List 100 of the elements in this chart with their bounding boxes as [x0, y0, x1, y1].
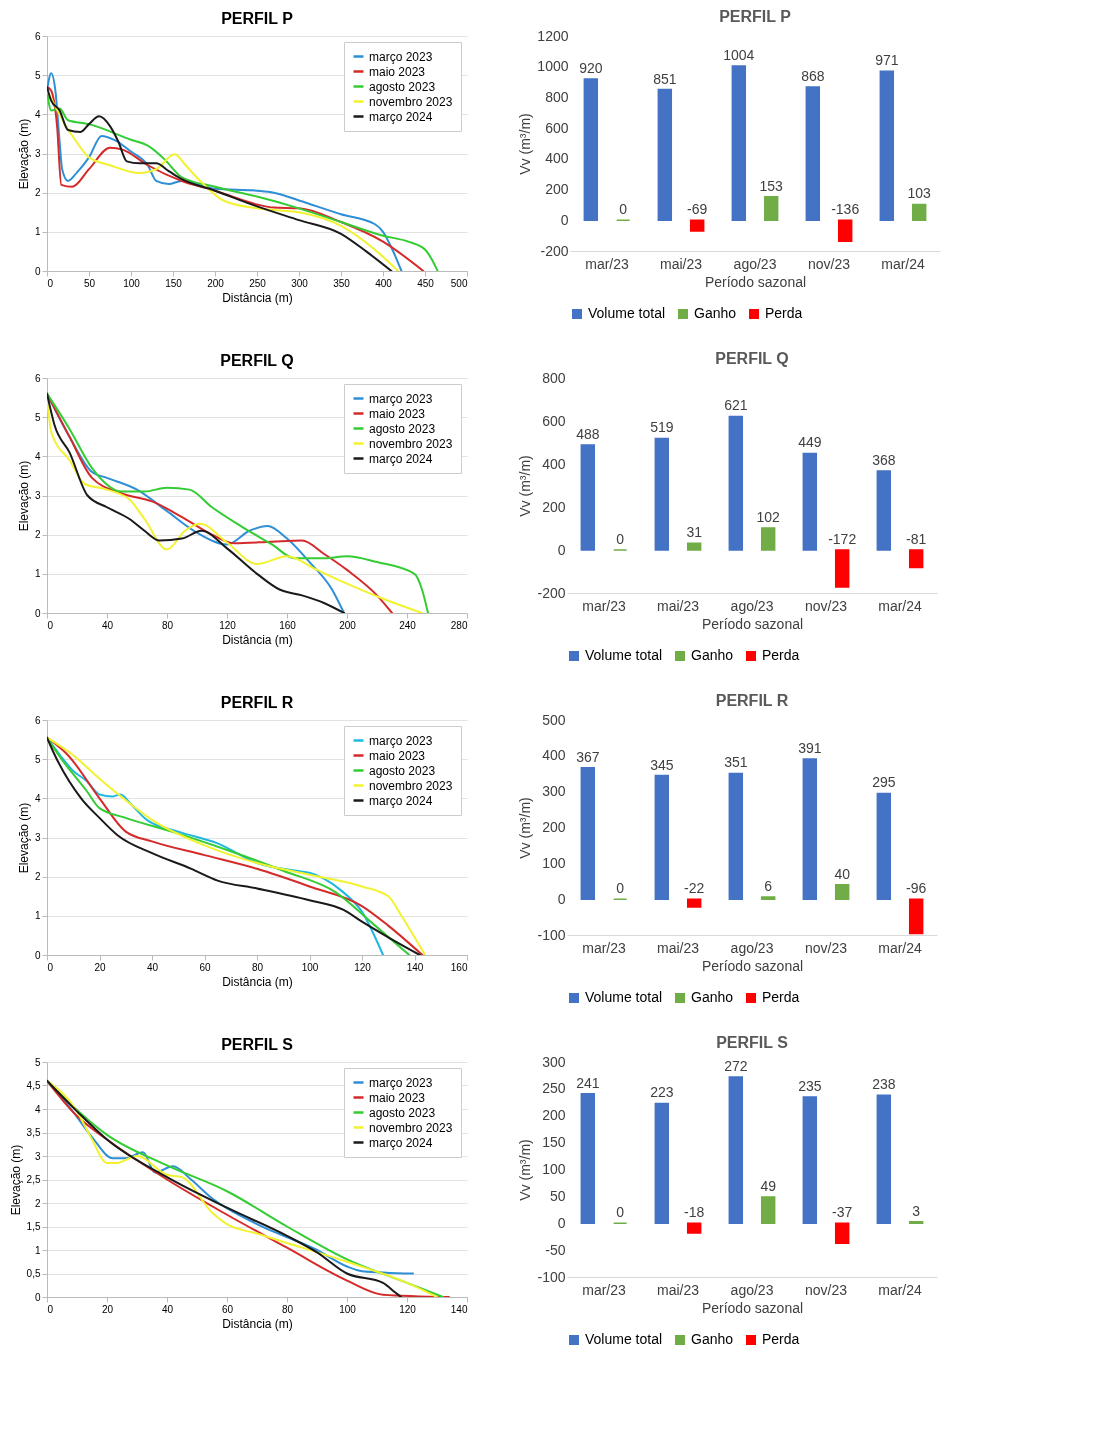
x-axis-title: Período sazonal [701, 615, 804, 632]
y-tick-label: 400 [545, 150, 569, 167]
bar [834, 884, 850, 900]
bar [876, 470, 892, 551]
legend-label: maio 2023 [369, 64, 426, 79]
data-label: 920 [579, 60, 603, 76]
data-label: 235 [798, 1077, 822, 1094]
legend-label: novembro 2023 [369, 436, 453, 451]
y-tick-label: 5 [34, 1056, 41, 1068]
x-tick-label: 40 [146, 961, 159, 973]
x-tick-label: mar/23 [585, 255, 629, 272]
y-tick-label: 200 [545, 181, 569, 198]
x-tick-label: 20 [101, 1303, 114, 1315]
y-tick-label: -100 [537, 1268, 566, 1285]
y-tick-label: 2 [34, 871, 41, 883]
x-tick-label: 60 [221, 1303, 234, 1315]
x-tick-label: mar/23 [582, 597, 626, 614]
legend-label: Volume total [588, 305, 666, 321]
x-axis-title: Distância (m) [222, 632, 293, 647]
y-tick-label: 0,5 [26, 1268, 41, 1279]
bar [834, 1222, 850, 1244]
x-tick-label: ago/23 [733, 255, 777, 272]
bar [731, 65, 747, 222]
data-label: 0 [619, 201, 628, 218]
x-tick-label: 60 [199, 961, 211, 973]
y-axis-title: Vv (m³/m) [517, 455, 534, 517]
bar [908, 898, 924, 935]
data-label: -81 [906, 531, 927, 547]
x-axis-title: Período sazonal [701, 1299, 804, 1316]
bar [879, 70, 895, 222]
x-tick-label: 0 [47, 619, 54, 631]
y-axis-title: Elevação (m) [16, 118, 31, 190]
bar [654, 437, 670, 551]
y-tick-label: -200 [537, 584, 566, 601]
y-tick-label: 200 [542, 1107, 566, 1124]
legend-label: novembro 2023 [369, 1120, 453, 1135]
x-tick-label: mai/23 [656, 1281, 700, 1298]
x-tick-label: mar/24 [878, 939, 922, 956]
y-tick-label: 400 [542, 455, 566, 472]
x-tick-label: 140 [406, 961, 424, 973]
y-tick-label: 50 [549, 1187, 566, 1204]
y-tick-label: 6 [34, 372, 41, 384]
legend-label: maio 2023 [369, 1090, 426, 1105]
bar [728, 772, 744, 900]
legend-label: maio 2023 [369, 748, 426, 763]
data-label: 391 [798, 740, 822, 757]
x-tick-label: 160 [279, 619, 297, 631]
legend-label: março 2024 [369, 109, 433, 124]
data-label: 241 [576, 1074, 600, 1091]
legend-label: Ganho [694, 305, 737, 321]
data-label: 6 [764, 878, 773, 895]
y-tick-label: 150 [542, 1134, 566, 1151]
x-tick-label: 200 [207, 277, 225, 289]
chart-title: PERFIL R [220, 694, 294, 711]
legend-label: Perda [762, 989, 800, 1005]
data-label: 449 [798, 434, 822, 451]
x-axis-title: Distância (m) [222, 290, 293, 305]
data-label: 351 [724, 754, 748, 771]
data-label: -37 [832, 1204, 853, 1221]
data-label: 519 [650, 419, 674, 436]
x-tick-label: 400 [375, 277, 393, 289]
x-tick-label: ago/23 [730, 939, 774, 956]
y-tick-label: 1 [34, 910, 41, 922]
y-tick-label: 100 [542, 854, 566, 871]
data-label: -172 [828, 531, 857, 547]
legend-label: maio 2023 [369, 406, 426, 421]
bar [834, 549, 850, 588]
data-label: 1004 [723, 47, 755, 64]
data-label: 368 [872, 451, 896, 468]
chart-title: PERFIL Q [715, 350, 789, 367]
bar [760, 896, 776, 900]
y-tick-label: 6 [34, 714, 41, 726]
y-tick-label: -50 [545, 1241, 566, 1258]
legend-label: março 2024 [369, 451, 433, 466]
y-tick-label: 1200 [537, 27, 569, 44]
y-tick-label: 1 [34, 226, 41, 238]
x-tick-label: 100 [301, 961, 319, 973]
x-tick-label: mai/23 [656, 939, 700, 956]
y-tick-label: 5 [34, 753, 41, 765]
y-tick-label: -100 [537, 926, 566, 943]
x-tick-label: nov/23 [807, 255, 851, 272]
chart-title: PERFIL S [221, 1036, 294, 1053]
data-label: 345 [650, 756, 674, 773]
data-label: 49 [760, 1177, 777, 1194]
y-axis-title: Vv (m³/m) [517, 1139, 534, 1201]
x-tick-label: 240 [399, 619, 417, 631]
data-label: 621 [724, 397, 748, 414]
x-tick-label: 100 [339, 1303, 357, 1315]
y-tick-label: 2 [34, 529, 41, 541]
bar [760, 527, 776, 551]
y-tick-label: 0 [557, 890, 566, 907]
x-tick-label: 0 [47, 961, 54, 973]
y-tick-label: 800 [542, 369, 566, 386]
bar [654, 774, 670, 900]
legend-label: Ganho [691, 989, 734, 1005]
x-tick-label: 80 [281, 1303, 294, 1315]
bar [763, 196, 779, 222]
chart-title: PERFIL P [221, 10, 294, 27]
bar [802, 452, 818, 551]
bar [876, 1094, 892, 1224]
